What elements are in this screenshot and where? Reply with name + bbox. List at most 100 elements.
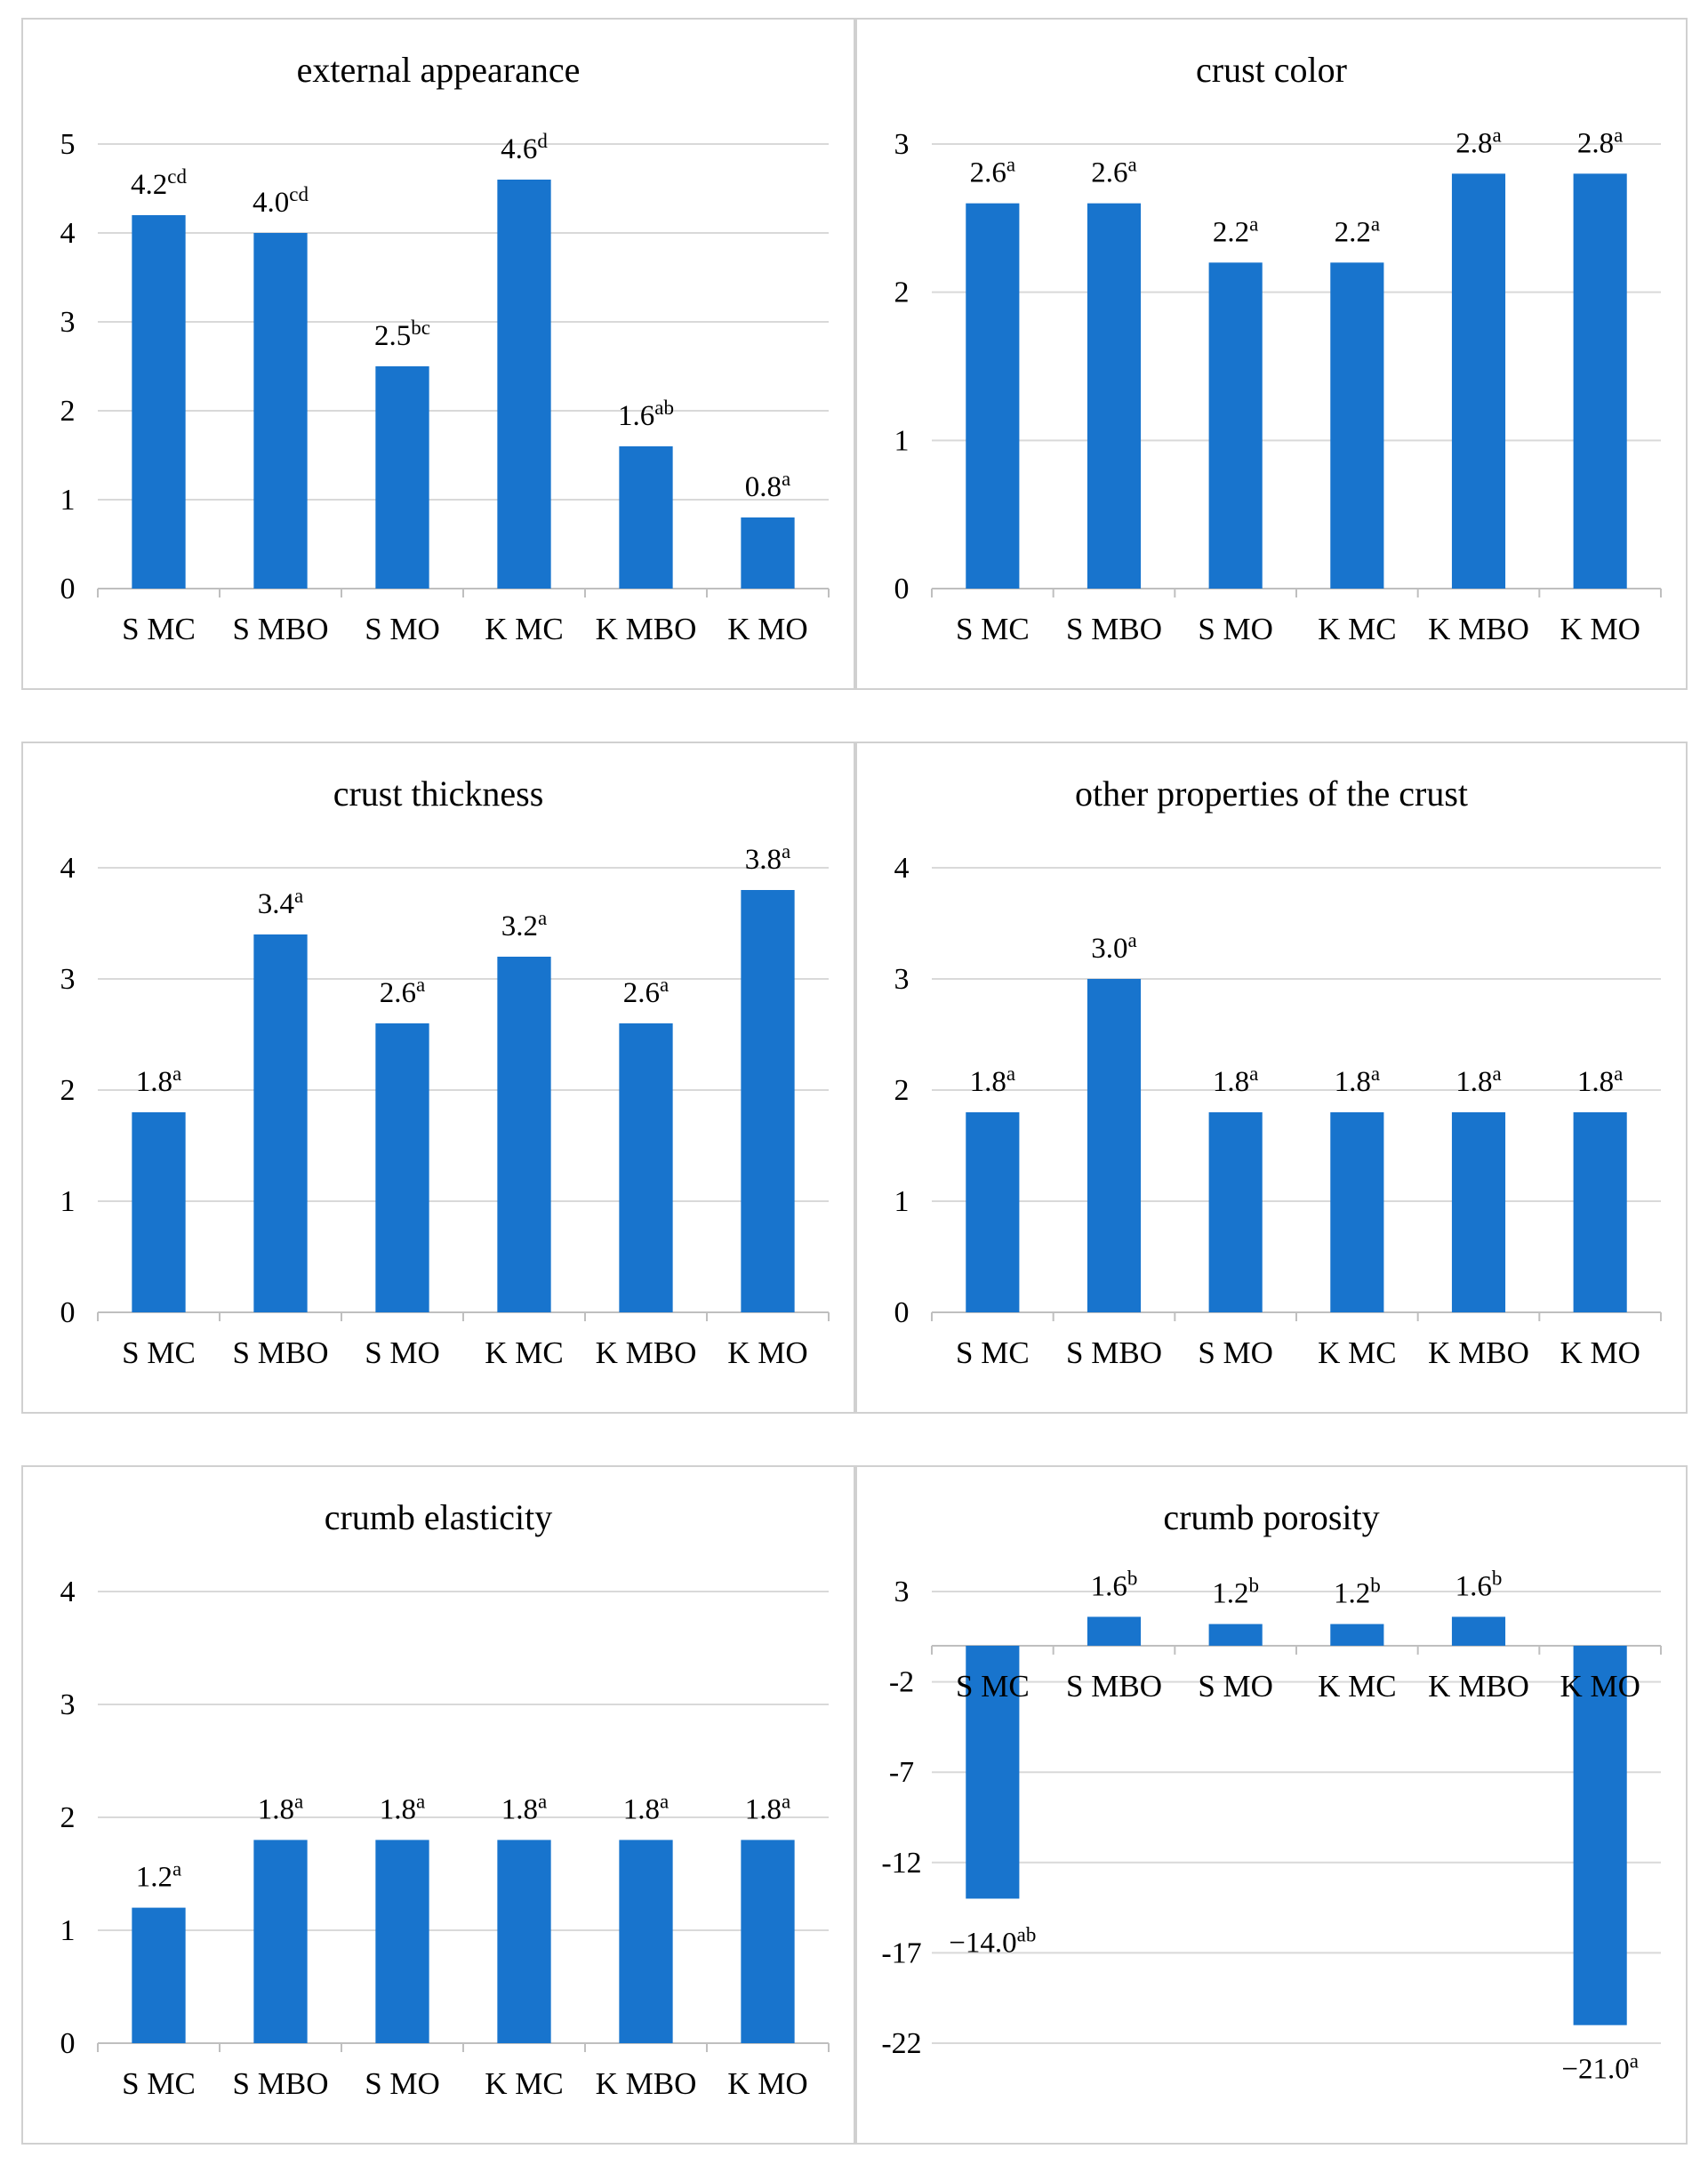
x-category-label: S MO [1198,1669,1273,1704]
data-label-superscript: a [1493,124,1502,146]
data-label-superscript: a [538,1790,547,1812]
data-label-value: 3.0 [1091,933,1127,965]
data-label-value: 4.0 [253,187,289,219]
data-label-superscript: a [1249,212,1258,235]
x-category-label: K MC [485,1335,564,1370]
x-category-label: K MO [727,612,807,646]
data-label: 1.2b [1212,1574,1259,1610]
bar [497,957,551,1312]
bar [1451,1112,1506,1312]
bar [1573,1112,1627,1312]
data-label: 1.8a [1455,1062,1501,1099]
x-category-label: K MBO [1428,1335,1529,1370]
data-label-value: 1.8 [623,1793,660,1825]
y-tick-label: 4 [60,217,76,250]
x-category-label: K MBO [1428,1669,1529,1704]
data-label-value: 1.8 [136,1066,172,1098]
x-category-label: K MBO [1428,612,1529,646]
y-tick-label: 4 [60,852,76,885]
chart-panel-crumb-elasticity: crumb elasticity 0 1 2 3 4 S MC 1.2a S MBO 1.8a S … [21,1465,855,2145]
chart-title: other properties of the crust [1075,774,1468,814]
data-label-value: 3.4 [258,888,294,920]
data-label-value: 1.8 [745,1793,782,1825]
data-label: 2.8a [1577,124,1623,160]
bar [253,1840,308,2043]
data-label-value: 1.8 [1577,1066,1614,1098]
y-tick-label: 0 [60,2027,76,2060]
data-label-value: −14.0 [949,1927,1016,1959]
bar [132,1112,186,1312]
y-tick-label: 0 [60,573,76,605]
bar [1087,1616,1142,1646]
data-label: 4.2cd [131,165,187,202]
y-tick-label: -2 [889,1666,914,1699]
y-tick-label: 1 [894,424,910,457]
bar [375,366,429,589]
bar [1330,1624,1384,1646]
data-label-value: −21.0 [1561,2054,1629,2086]
data-label: 1.8a [136,1062,181,1099]
x-category-label: S MBO [233,1335,329,1370]
data-label-superscript: a [782,468,790,490]
x-category-label: S MO [1198,1335,1273,1370]
bar [741,890,795,1312]
y-tick-label: 2 [894,277,910,309]
x-category-label: S MC [122,612,196,646]
bar [497,180,551,589]
data-label-value: 2.8 [1455,127,1492,159]
data-label: 2.6a [970,153,1015,189]
data-label: 3.2a [501,907,547,943]
x-category-label: K MO [1560,1335,1640,1370]
x-category-label: K MO [727,1335,807,1370]
data-label-superscript: a [294,1790,303,1812]
data-label: 1.8a [970,1062,1015,1099]
bar [375,1023,429,1312]
y-tick-label: 3 [894,128,910,161]
bar [1573,1645,1627,2025]
data-label: 2.2a [1335,212,1380,248]
data-label-value: 2.6 [623,977,660,1009]
data-label-value: 1.8 [1335,1066,1371,1098]
data-label-value: 1.2 [1334,1578,1370,1610]
data-label-value: 1.6 [1455,1570,1492,1602]
data-label-superscript: d [537,130,548,152]
data-label: 2.6a [623,974,669,1010]
data-label-value: 1.8 [970,1066,1006,1098]
data-label-superscript: b [1249,1574,1260,1596]
data-label: 2.8a [1455,124,1501,160]
data-label-superscript: a [172,1857,181,1880]
bar [1087,979,1142,1312]
data-label: 2.6a [1091,153,1136,189]
data-label-superscript: a [782,1790,790,1812]
y-tick-label: 2 [60,1801,76,1834]
data-label-value: 2.2 [1213,216,1249,248]
x-category-label: S MO [365,2066,440,2101]
y-tick-label: 1 [60,1185,76,1218]
data-label-superscript: a [416,974,425,996]
bar [619,1840,673,2043]
data-label-superscript: b [1127,1567,1138,1589]
data-label: 1.2a [136,1857,181,1894]
x-category-label: S MC [122,1335,196,1370]
y-tick-label: 2 [894,1074,910,1107]
x-category-label: K MO [1560,1669,1640,1704]
data-label: 1.6ab [618,397,674,433]
data-label-superscript: a [660,974,669,996]
bar [132,1907,186,2043]
data-label-superscript: a [782,840,790,862]
x-category-label: S MBO [233,612,329,646]
bar [741,1840,795,2043]
data-label-value: 2.6 [1091,157,1127,189]
data-label-value: 2.5 [374,320,411,352]
chart-title: crumb elasticity [325,1497,553,1537]
data-label-superscript: a [172,1062,181,1085]
y-tick-label: 2 [60,395,76,428]
chart-title: crumb porosity [1163,1497,1379,1537]
data-label-value: 1.6 [618,400,654,432]
bar [619,1023,673,1312]
data-label: 0.8a [745,468,790,504]
y-tick-label: 1 [60,484,76,517]
data-label: 3.4a [258,885,303,921]
chart-title: crust color [1196,50,1347,90]
